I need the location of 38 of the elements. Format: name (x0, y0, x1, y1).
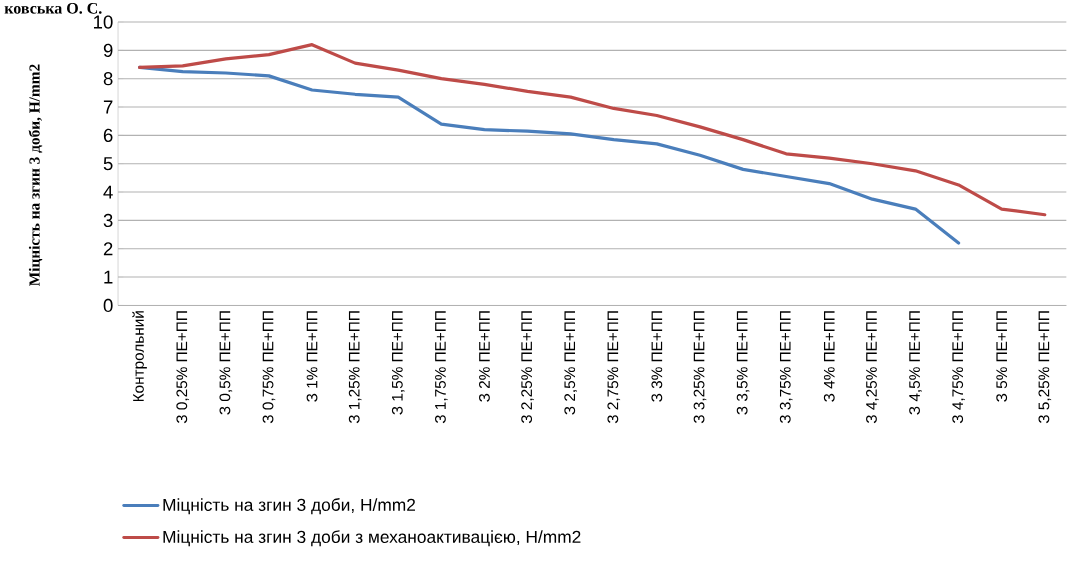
x-tick-label: З 0,75% ПЕ+ПП (262, 311, 276, 424)
y-tick-label: 6 (103, 128, 113, 142)
x-tick-label: З 4,75% ПЕ+ПП (952, 311, 965, 424)
x-tick-label: З 3,75% ПЕ+ПП (779, 311, 793, 424)
x-tick-label: З 3,5% ПЕ+ПП (736, 311, 750, 415)
x-tick-label: З 0,5% ПЕ+ПП (219, 311, 233, 415)
x-tick-label: З 1,75% ПЕ+ПП (435, 311, 448, 424)
y-tick-label: 1 (104, 270, 113, 284)
y-tick-label: 8 (103, 71, 113, 86)
y-tick-label: 4 (103, 185, 113, 199)
legend-label: Міцність на згин 3 доби з механоактивацією, Н/mm2 (163, 530, 581, 547)
legend-label: Міцність на згин 3 доби, Н/mm2 (163, 498, 416, 515)
x-tick-label: З 2,25% ПЕ+ПП (521, 311, 534, 424)
x-tick-label: З 4,5% ПЕ+ПП (909, 311, 922, 415)
x-tick-label: З 2,75% ПЕ+ПП (607, 311, 621, 424)
y-tick-label: 7 (103, 100, 113, 114)
y-tick-label: 9 (103, 43, 113, 57)
y-tick-label: 5 (103, 157, 113, 171)
x-tick-label: З 1% ПЕ+ПП (306, 311, 318, 402)
y-tick-label: 3 (103, 213, 113, 227)
x-tick-label: З 1,25% ПЕ+ПП (348, 311, 362, 424)
x-tick-label: З 3% ПЕ+ПП (651, 311, 663, 402)
x-tick-label: Контрольний (132, 311, 147, 402)
x-tick-label: З 0,25% ПЕ+ПП (176, 311, 190, 424)
x-tick-label: З 4,25% ПЕ+ПП (866, 311, 879, 424)
y-tick-label: 0 (103, 298, 113, 312)
x-tick-label: З 5% ПЕ+ПП (996, 311, 1008, 402)
y-axis-title: Міцність на згин 3 доби, Н/mm2 (28, 64, 43, 286)
x-tick-label: З 2,5% ПЕ+ПП (564, 311, 577, 415)
x-tick-label: З 3,25% ПЕ+ПП (693, 311, 707, 424)
x-tick-label: З 4% ПЕ+ПП (823, 311, 835, 402)
x-tick-label: З 1,5% ПЕ+ПП (391, 311, 405, 415)
y-tick-label: 10 (93, 15, 113, 29)
y-tick-label: 2 (103, 242, 113, 256)
x-tick-label: З 5,25% ПЕ+ПП (1038, 311, 1052, 424)
x-tick-label: З 2% ПЕ+ПП (479, 311, 490, 402)
line-series (138, 43, 1047, 217)
text: ковська О. С. (4, 2, 102, 14)
